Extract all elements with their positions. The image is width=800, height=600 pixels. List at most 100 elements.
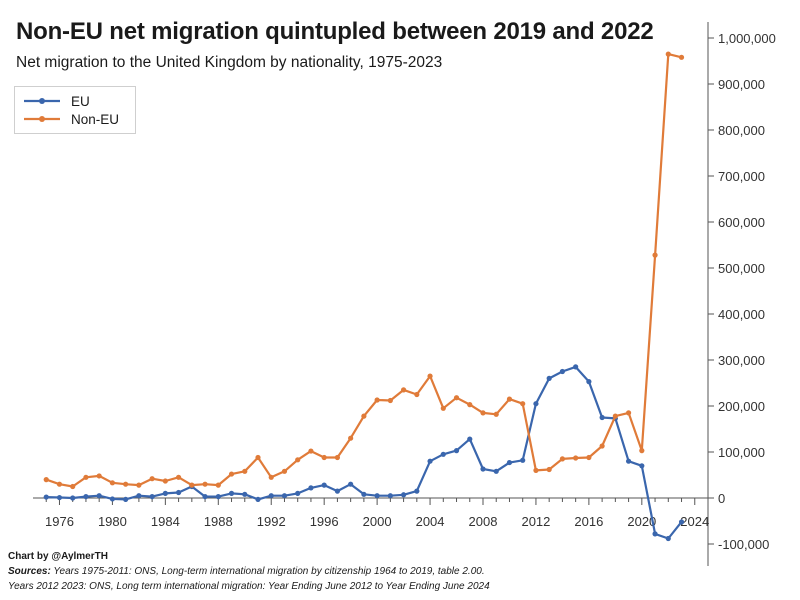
legend-label-eu: EU <box>71 93 90 109</box>
data-point-eu <box>149 494 155 500</box>
x-tick-label: 1996 <box>310 514 339 529</box>
data-point-eu <box>255 496 261 502</box>
data-point-eu <box>70 495 76 501</box>
sources-text-1: Years 1975-2011: ONS, Long-term internat… <box>53 566 485 577</box>
data-point-eu <box>480 466 486 472</box>
data-point-eu <box>625 458 632 464</box>
data-point-non-eu <box>493 411 499 417</box>
data-point-non-eu <box>295 457 301 463</box>
chart-credit: Chart by @AylmerTH <box>8 551 108 562</box>
data-point-non-eu <box>612 413 618 419</box>
data-point-non-eu <box>533 467 539 473</box>
data-point-eu <box>334 488 341 494</box>
x-tick-label: 2016 <box>574 514 603 529</box>
data-point-eu <box>652 531 658 537</box>
x-tick-label: 1976 <box>45 514 74 529</box>
data-point-non-eu <box>625 410 632 416</box>
x-tick-label: 1992 <box>257 514 286 529</box>
data-point-non-eu <box>202 481 208 487</box>
y-tick-label: 900,000 <box>718 77 765 92</box>
data-point-eu <box>559 368 566 375</box>
data-point-eu <box>242 491 248 497</box>
data-point-non-eu <box>453 395 460 401</box>
data-point-non-eu <box>427 373 433 379</box>
chart-subtitle: Net migration to the United Kingdom by n… <box>16 54 443 71</box>
data-point-non-eu <box>56 481 63 487</box>
sources-label: Sources: <box>8 566 51 577</box>
series-line-eu <box>46 365 683 540</box>
data-point-non-eu <box>136 482 142 488</box>
data-point-non-eu <box>70 483 76 490</box>
data-point-eu <box>506 459 513 466</box>
data-point-eu <box>678 519 685 525</box>
data-point-eu <box>453 448 460 454</box>
data-point-non-eu <box>228 471 235 477</box>
data-point-non-eu <box>123 481 129 487</box>
x-tick-label: 1988 <box>204 514 233 529</box>
data-point-eu <box>43 494 49 500</box>
data-point-non-eu <box>175 474 182 480</box>
legend-swatch-non-eu <box>24 116 60 122</box>
data-point-eu <box>202 494 208 500</box>
data-point-eu <box>467 436 473 442</box>
data-point-non-eu <box>109 480 116 486</box>
data-point-eu <box>387 493 393 499</box>
data-point-non-eu <box>268 474 274 480</box>
data-point-non-eu <box>665 51 671 57</box>
sources-line-2: Years 2012 2023: ONS, Long term internat… <box>8 581 490 592</box>
data-point-eu <box>493 468 499 474</box>
data-point-eu <box>295 490 301 496</box>
legend: EU Non-EU <box>14 86 136 134</box>
data-point-eu <box>361 491 367 497</box>
data-point-non-eu <box>480 410 486 416</box>
data-point-eu <box>427 458 433 464</box>
data-point-eu <box>573 364 579 370</box>
data-point-eu <box>56 494 63 501</box>
x-tick-label: 2012 <box>521 514 550 529</box>
data-point-non-eu <box>348 435 354 441</box>
data-point-eu <box>308 485 314 491</box>
data-point-non-eu <box>83 474 89 480</box>
data-point-non-eu <box>189 482 195 488</box>
data-point-non-eu <box>361 413 367 419</box>
data-point-non-eu <box>149 476 155 482</box>
data-point-non-eu <box>652 252 658 258</box>
data-point-eu <box>83 494 89 500</box>
legend-label-non-eu: Non-EU <box>71 111 120 127</box>
data-point-non-eu <box>387 397 393 404</box>
data-point-non-eu <box>678 54 685 60</box>
data-point-non-eu <box>599 443 605 449</box>
data-point-eu <box>599 414 605 421</box>
y-tick-label: -100,000 <box>718 537 769 552</box>
data-point-eu <box>348 481 354 487</box>
y-tick-label: 800,000 <box>718 123 765 138</box>
data-point-non-eu <box>96 473 102 479</box>
data-point-eu <box>374 493 380 499</box>
data-point-eu <box>533 401 539 407</box>
data-point-eu <box>546 375 552 381</box>
chart-title: Non-EU net migration quintupled between … <box>16 18 654 45</box>
data-point-non-eu <box>334 454 341 461</box>
y-tick-label: 0 <box>718 491 725 506</box>
data-point-eu <box>400 492 407 498</box>
data-point-eu <box>414 488 420 494</box>
y-tick-label: 1,000,000 <box>718 31 776 46</box>
data-point-non-eu <box>400 387 407 393</box>
data-point-non-eu <box>321 454 327 461</box>
data-point-non-eu <box>506 396 513 402</box>
data-point-non-eu <box>520 401 526 407</box>
x-tick-label: 2000 <box>363 514 392 529</box>
data-point-non-eu <box>281 468 288 474</box>
data-point-non-eu <box>308 448 314 454</box>
y-tick-label: 600,000 <box>718 215 765 230</box>
data-point-non-eu <box>440 405 446 411</box>
data-point-eu <box>520 457 526 463</box>
data-point-non-eu <box>162 478 168 484</box>
legend-item-non-eu: Non-EU <box>23 110 119 128</box>
y-tick-label: 400,000 <box>718 307 765 322</box>
legend-swatch-eu <box>24 98 60 104</box>
legend-item-eu: EU <box>23 92 90 110</box>
data-point-non-eu <box>586 454 592 461</box>
data-point-eu <box>96 493 102 499</box>
data-point-eu <box>586 379 592 385</box>
